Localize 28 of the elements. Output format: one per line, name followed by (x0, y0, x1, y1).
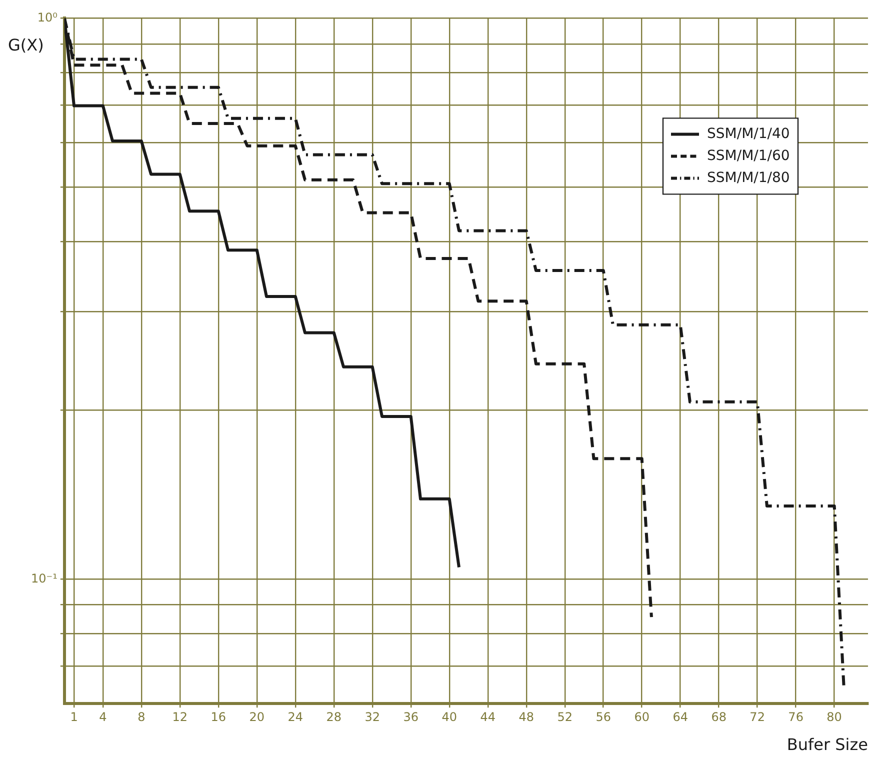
x-tick-label: 68 (711, 710, 726, 724)
x-tick-label: 40 (442, 710, 458, 724)
x-tick-label: 24 (288, 710, 304, 724)
x-tick-label: 60 (634, 710, 650, 724)
legend-label: SSM/M/1/80 (707, 170, 790, 186)
x-tick-label: 56 (596, 710, 611, 724)
x-tick-label: 72 (750, 710, 765, 724)
x-tick-label: 16 (210, 710, 226, 724)
y-axis-title: G(X) (8, 35, 44, 54)
x-tick-label: 28 (326, 710, 342, 724)
x-tick-label: 80 (826, 710, 842, 724)
x-tick-label: 64 (672, 710, 688, 724)
x-axis-title: Bufer Size (786, 735, 868, 754)
x-tick-label: 48 (518, 710, 534, 724)
x-tick-label: 4 (99, 710, 107, 724)
x-tick-label: 32 (364, 710, 380, 724)
x-tick-label: 36 (403, 710, 419, 724)
x-tick-label: 52 (557, 710, 572, 724)
x-tick-label: 1 (70, 710, 78, 724)
legend-label: SSM/M/1/60 (707, 148, 790, 164)
x-tick-label: 76 (788, 710, 804, 724)
x-tick-label: 12 (172, 710, 188, 724)
x-tick-label: 44 (480, 710, 496, 724)
y-tick-label: 10⁻¹ (30, 571, 58, 586)
legend-label: SSM/M/1/40 (707, 126, 790, 142)
y-tick-label: 10⁰ (37, 10, 58, 24)
x-tick-label: 20 (249, 710, 265, 724)
x-tick-label: 8 (138, 710, 146, 724)
